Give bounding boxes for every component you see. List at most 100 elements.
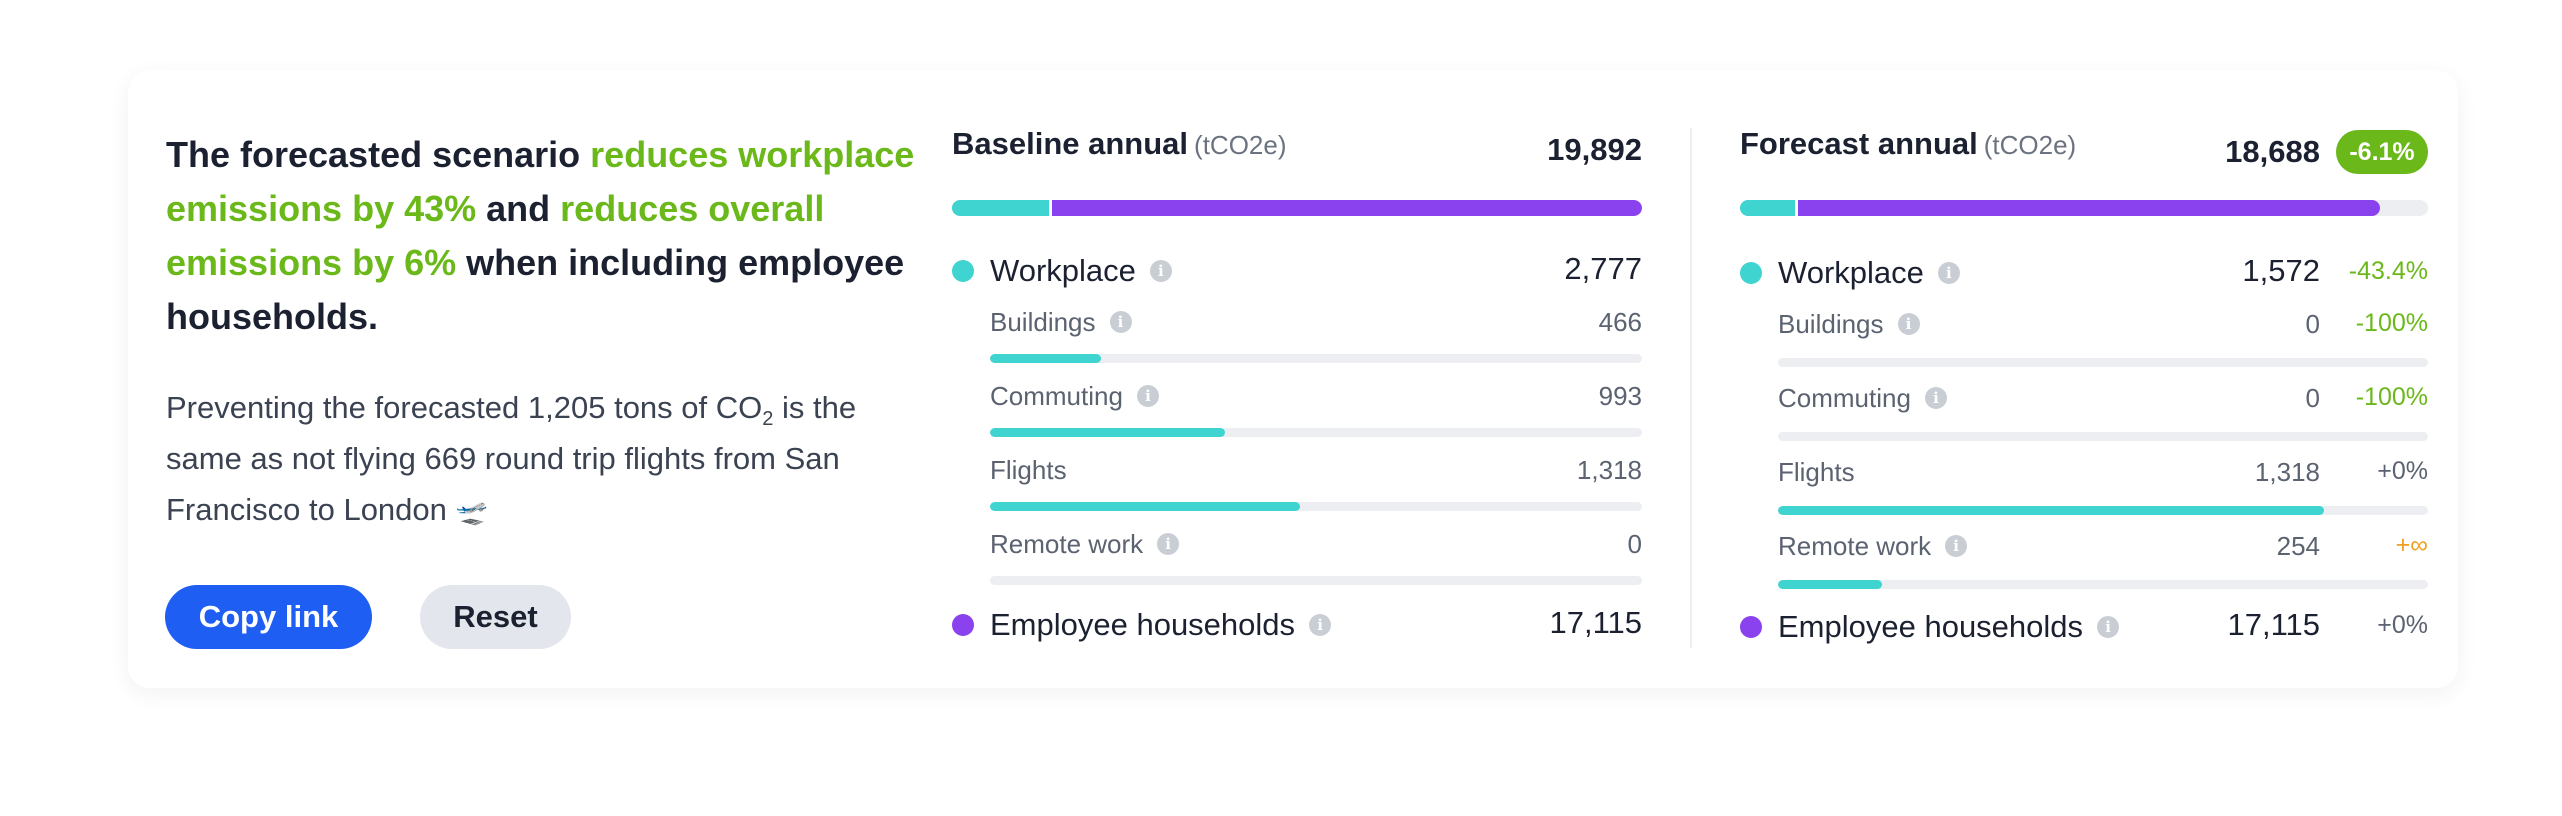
baseline-flights-label: Flights — [990, 452, 1067, 488]
forecast-buildings-value: 0 — [2305, 309, 2320, 339]
remote-work-label-text: Remote work — [990, 528, 1144, 559]
summary-text: The forecasted scenario — [166, 134, 591, 175]
panel-divider — [1690, 128, 1692, 648]
baseline-workplace-label: Workplace i — [990, 248, 1172, 294]
baseline-workplace-value: 2,777 — [1564, 251, 1642, 286]
commuting-label-text: Commuting — [1778, 382, 1911, 413]
baseline-remote-work-track — [990, 576, 1642, 585]
info-icon[interactable]: i — [1924, 387, 1947, 409]
forecast-change-badge: -6.1% — [2336, 130, 2428, 174]
workplace-label-text: Workplace — [1778, 255, 1924, 290]
summary-highlight-workplace: reduces workplace emissions by 43% — [166, 134, 915, 229]
scenario-summary: The forecasted scenario reduces workplac… — [166, 128, 926, 344]
baseline-stack-workplace — [952, 200, 1049, 216]
forecast-total: 18,688 — [2225, 134, 2320, 169]
buildings-label-text: Buildings — [1778, 308, 1884, 339]
forecast-title: Forecast annual (tCO2e) — [1740, 126, 2076, 162]
baseline-households-label: Employee households i — [990, 602, 1332, 648]
airplane-departure-icon: 🛫 — [455, 496, 488, 526]
households-legend-dot — [952, 614, 974, 636]
workplace-legend-dot — [952, 260, 974, 282]
forecast-buildings-label: Buildings i — [1778, 306, 1920, 342]
forecast-remote-work-value: 254 — [2276, 531, 2320, 561]
forecast-stack-households — [1795, 200, 2380, 216]
info-icon[interactable]: i — [1309, 614, 1332, 636]
baseline-title-text: Baseline annual — [952, 126, 1189, 161]
forecast-workplace-change: -43.4% — [2348, 257, 2428, 285]
equivalence-text: is the same as not flying 669 round trip… — [166, 390, 857, 527]
reset-button[interactable]: Reset — [420, 585, 571, 649]
households-legend-dot — [1740, 616, 1762, 638]
baseline-panel: Baseline annual (tCO2e) 19,892 Workplace i… — [952, 126, 1642, 646]
forecast-remote-work-track — [1778, 580, 2428, 589]
forecast-flights-label: Flights — [1778, 454, 1855, 490]
baseline-unit: (tCO2e) — [1194, 130, 1287, 160]
households-label-text: Employee households — [1778, 609, 2084, 644]
forecast-commuting-label: Commuting i — [1778, 380, 1947, 416]
summary-text: and — [476, 188, 561, 229]
forecast-households-value: 17,115 — [2227, 607, 2320, 642]
info-icon[interactable]: i — [1149, 260, 1172, 282]
forecast-households-label: Employee households i — [1778, 604, 2120, 650]
baseline-buildings-track — [990, 354, 1642, 363]
baseline-commuting-fill — [990, 428, 1225, 437]
flights-label-text: Flights — [990, 454, 1067, 485]
baseline-commuting-label: Commuting i — [990, 378, 1159, 414]
forecast-commuting-change: -100% — [2355, 383, 2428, 411]
baseline-flights-track — [990, 502, 1642, 511]
baseline-stack-households — [1048, 200, 1642, 216]
forecast-flights-change: +0% — [2377, 457, 2428, 485]
forecast-buildings-track — [1778, 358, 2428, 367]
summary-highlight-overall: reduces overall emissions by 6% — [166, 188, 825, 283]
forecast-workplace-value: 1,572 — [2242, 253, 2320, 288]
forecast-panel: Forecast annual (tCO2e) 18,688 -6.1% Work… — [1740, 126, 2428, 646]
commuting-label-text: Commuting — [990, 380, 1123, 411]
forecast-stack-bar — [1740, 200, 2428, 216]
baseline-total: 19,892 — [1547, 132, 1642, 167]
remote-work-label-text: Remote work — [1778, 530, 1932, 561]
info-icon[interactable]: i — [1136, 385, 1159, 407]
forecast-flights-fill — [1778, 506, 2324, 515]
forecast-flights-track — [1778, 506, 2428, 515]
baseline-title: Baseline annual (tCO2e) — [952, 126, 1287, 162]
info-icon[interactable]: i — [1945, 535, 1968, 557]
forecast-commuting-track — [1778, 432, 2428, 441]
forecast-workplace-label: Workplace i — [1778, 250, 1960, 296]
buildings-label-text: Buildings — [990, 306, 1096, 337]
forecast-commuting-value: 0 — [2305, 383, 2320, 413]
households-label-text: Employee households — [990, 607, 1296, 642]
baseline-remote-work-label: Remote work i — [990, 526, 1180, 562]
flights-label-text: Flights — [1778, 456, 1855, 487]
forecast-households-change: +0% — [2377, 611, 2428, 639]
info-icon[interactable]: i — [1157, 533, 1180, 555]
forecast-buildings-change: -100% — [2355, 309, 2428, 337]
info-icon[interactable]: i — [1109, 311, 1132, 333]
baseline-buildings-fill — [990, 354, 1101, 363]
copy-link-button[interactable]: Copy link — [165, 585, 372, 649]
equivalence-text: Preventing the forecasted 1,205 tons of … — [166, 390, 763, 425]
baseline-buildings-value: 466 — [1598, 307, 1642, 337]
baseline-flights-value: 1,318 — [1576, 455, 1642, 485]
forecast-remote-work-fill — [1778, 580, 1882, 589]
forecast-remote-work-change: +∞ — [2395, 531, 2428, 559]
baseline-remote-work-value: 0 — [1627, 529, 1642, 559]
info-icon[interactable]: i — [1937, 262, 1960, 284]
forecast-unit: (tCO2e) — [1983, 130, 2077, 160]
forecast-stack-workplace — [1740, 200, 1796, 216]
equivalence-subscript: 2 — [762, 408, 774, 431]
summary-text: when including employee households. — [166, 242, 905, 337]
workplace-label-text: Workplace — [990, 253, 1136, 288]
workplace-legend-dot — [1740, 262, 1762, 284]
baseline-flights-fill — [990, 502, 1300, 511]
forecast-title-text: Forecast annual — [1740, 126, 1978, 161]
info-icon[interactable]: i — [1897, 313, 1920, 335]
info-icon[interactable]: i — [2097, 616, 2120, 638]
emissions-equivalence: Preventing the forecasted 1,205 tons of … — [166, 382, 926, 537]
baseline-households-value: 17,115 — [1549, 605, 1642, 640]
baseline-buildings-label: Buildings i — [990, 304, 1132, 340]
forecast-remote-work-label: Remote work i — [1778, 528, 1968, 564]
baseline-stack-bar — [952, 200, 1642, 216]
baseline-commuting-track — [990, 428, 1642, 437]
baseline-commuting-value: 993 — [1598, 381, 1642, 411]
forecast-flights-value: 1,318 — [2254, 457, 2320, 487]
